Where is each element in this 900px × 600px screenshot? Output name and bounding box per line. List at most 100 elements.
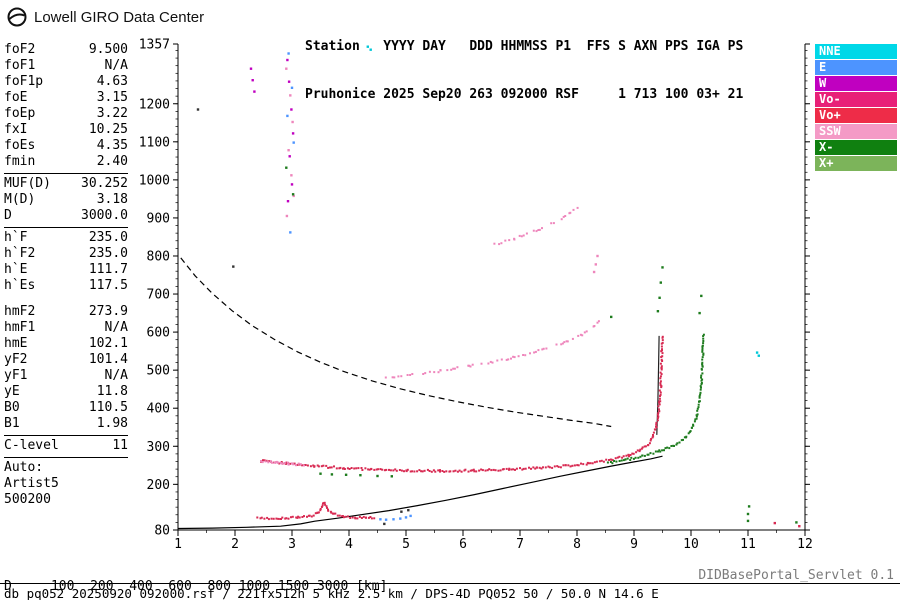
param-value: 273.9 bbox=[89, 304, 128, 320]
series-x-trace-low bbox=[319, 473, 393, 478]
series-electron-density-profile bbox=[178, 456, 663, 528]
legend-label: Vo+ bbox=[819, 108, 841, 122]
param-row-foEp: foEp 3.22 bbox=[4, 106, 128, 122]
param-row-hE: h`E 111.7 bbox=[4, 262, 128, 278]
svg-text:800: 800 bbox=[147, 249, 170, 264]
panel-separator bbox=[4, 173, 128, 174]
param-label: h`F2 bbox=[4, 246, 35, 262]
param-value: 110.5 bbox=[89, 400, 128, 416]
param-value: 4.35 bbox=[97, 138, 128, 154]
param-label: Artist5 bbox=[4, 476, 59, 492]
param-label: foE bbox=[4, 90, 27, 106]
param-row-hF2: h`F2 235.0 bbox=[4, 246, 128, 262]
panel-separator bbox=[4, 435, 128, 436]
series-third-hop bbox=[493, 207, 578, 245]
svg-text:1100: 1100 bbox=[139, 135, 170, 150]
param-label: 500200 bbox=[4, 492, 51, 508]
legend-item-nne: NNE bbox=[815, 44, 897, 59]
scaled-parameters-panel: foF2 9.500 foF1 N/A foF1p 4.63 foE 3.15 foEp… bbox=[4, 42, 128, 508]
legend-item-x-minus: X- bbox=[815, 140, 897, 155]
panel-separator bbox=[4, 227, 128, 228]
echo-direction-legend: NNE E W Vo- Vo+ SSW X- X+ bbox=[815, 44, 897, 172]
series-second-hop bbox=[385, 320, 600, 378]
param-row-foF2: foF2 9.500 bbox=[4, 42, 128, 58]
svg-text:500: 500 bbox=[147, 364, 170, 379]
series-noise-black bbox=[197, 108, 410, 525]
param-row-foEs: foEs 4.35 bbox=[4, 138, 128, 154]
param-label: fxI bbox=[4, 122, 27, 138]
panel-separator bbox=[4, 457, 128, 458]
servlet-version-label: DIDBasePortal_Servlet 0.1 bbox=[698, 568, 894, 583]
param-row-foE: foE 3.15 bbox=[4, 90, 128, 106]
legend-item-vo-plus: Vo+ bbox=[815, 108, 897, 123]
param-row-clevel: C-level 11 bbox=[4, 438, 128, 454]
branding: Lowell GIRO Data Center bbox=[6, 5, 204, 29]
param-label: foEp bbox=[4, 106, 35, 122]
param-label: h`E bbox=[4, 262, 27, 278]
param-label: C-level bbox=[4, 438, 59, 454]
svg-text:7: 7 bbox=[516, 537, 524, 552]
param-row-500200: 500200 bbox=[4, 492, 128, 508]
param-value: 235.0 bbox=[89, 230, 128, 246]
param-label: foEs bbox=[4, 138, 35, 154]
param-row-hEs: h`Es 117.5 bbox=[4, 278, 128, 294]
svg-text:2: 2 bbox=[231, 537, 239, 552]
param-label: yF1 bbox=[4, 368, 27, 384]
svg-text:9: 9 bbox=[630, 537, 638, 552]
param-label: yE bbox=[4, 384, 20, 400]
series-o-trace-Es bbox=[256, 502, 375, 520]
page-title: Lowell GIRO Data Center bbox=[34, 9, 204, 26]
param-row-hmE: hmE 102.1 bbox=[4, 336, 128, 352]
param-row-d: D 3000.0 bbox=[4, 208, 128, 224]
legend-item-x-plus: X+ bbox=[815, 156, 897, 171]
svg-text:1357: 1357 bbox=[139, 38, 170, 53]
param-label: MUF(D) bbox=[4, 176, 51, 192]
param-value: N/A bbox=[105, 58, 128, 74]
param-label: foF1 bbox=[4, 58, 35, 74]
param-value: 11 bbox=[112, 438, 128, 454]
param-label: B0 bbox=[4, 400, 20, 416]
param-label: hmF2 bbox=[4, 304, 35, 320]
didbase-portal-page: 80 200 300 400 500 600 700 800 900 1000 1100 1200 13… bbox=[0, 0, 900, 600]
param-row-fxI: fxI 10.25 bbox=[4, 122, 128, 138]
measurement-statusbar: db pq052 20250920 092000.rsf / 221fx512h… bbox=[4, 586, 659, 600]
legend-label: X- bbox=[819, 140, 833, 154]
svg-text:12: 12 bbox=[797, 537, 813, 552]
param-row-auto: Auto: bbox=[4, 460, 128, 476]
param-label: h`F bbox=[4, 230, 27, 246]
lowell-giro-logo-icon bbox=[6, 6, 28, 28]
param-label: foF2 bbox=[4, 42, 35, 58]
param-row-hmF2: hmF2 273.9 bbox=[4, 304, 128, 320]
param-row-hF: h`F 235.0 bbox=[4, 230, 128, 246]
param-row-fmin: fmin 2.40 bbox=[4, 154, 128, 170]
param-value: 3.22 bbox=[97, 106, 128, 122]
station-header: Station YYYY DAY DDD HHMMSS P1 FFS S AXN… bbox=[305, 7, 743, 135]
param-row-yF1: yF1 N/A bbox=[4, 368, 128, 384]
param-row-hmF1: hmF1 N/A bbox=[4, 320, 128, 336]
svg-text:1200: 1200 bbox=[139, 97, 170, 112]
legend-label: E bbox=[819, 60, 826, 74]
series-x-trace bbox=[607, 334, 705, 465]
header-values-line: Pruhonice 2025 Sep20 263 092000 RSF 1 71… bbox=[305, 87, 743, 103]
legend-label: SSW bbox=[819, 124, 841, 138]
param-value: N/A bbox=[105, 368, 128, 384]
series-noise-blue bbox=[286, 52, 295, 233]
svg-text:3: 3 bbox=[288, 537, 296, 552]
svg-text:900: 900 bbox=[147, 211, 170, 226]
param-value: 117.5 bbox=[89, 278, 128, 294]
param-label: yF2 bbox=[4, 352, 27, 368]
param-value: 4.63 bbox=[97, 74, 128, 90]
series-noise-magenta bbox=[250, 59, 294, 203]
param-label: D bbox=[4, 208, 12, 224]
svg-text:8: 8 bbox=[573, 537, 581, 552]
series-hop-specks-pink bbox=[593, 255, 599, 273]
param-value: 30.252 bbox=[81, 176, 128, 192]
series-muf-transmission-curve bbox=[181, 258, 611, 427]
legend-item-e: E bbox=[815, 60, 897, 75]
param-label: Auto: bbox=[4, 460, 43, 476]
param-value: 101.4 bbox=[89, 352, 128, 368]
param-row-artist: Artist5 bbox=[4, 476, 128, 492]
param-value: 9.500 bbox=[89, 42, 128, 58]
svg-text:700: 700 bbox=[147, 288, 170, 303]
param-value: 2.40 bbox=[97, 154, 128, 170]
